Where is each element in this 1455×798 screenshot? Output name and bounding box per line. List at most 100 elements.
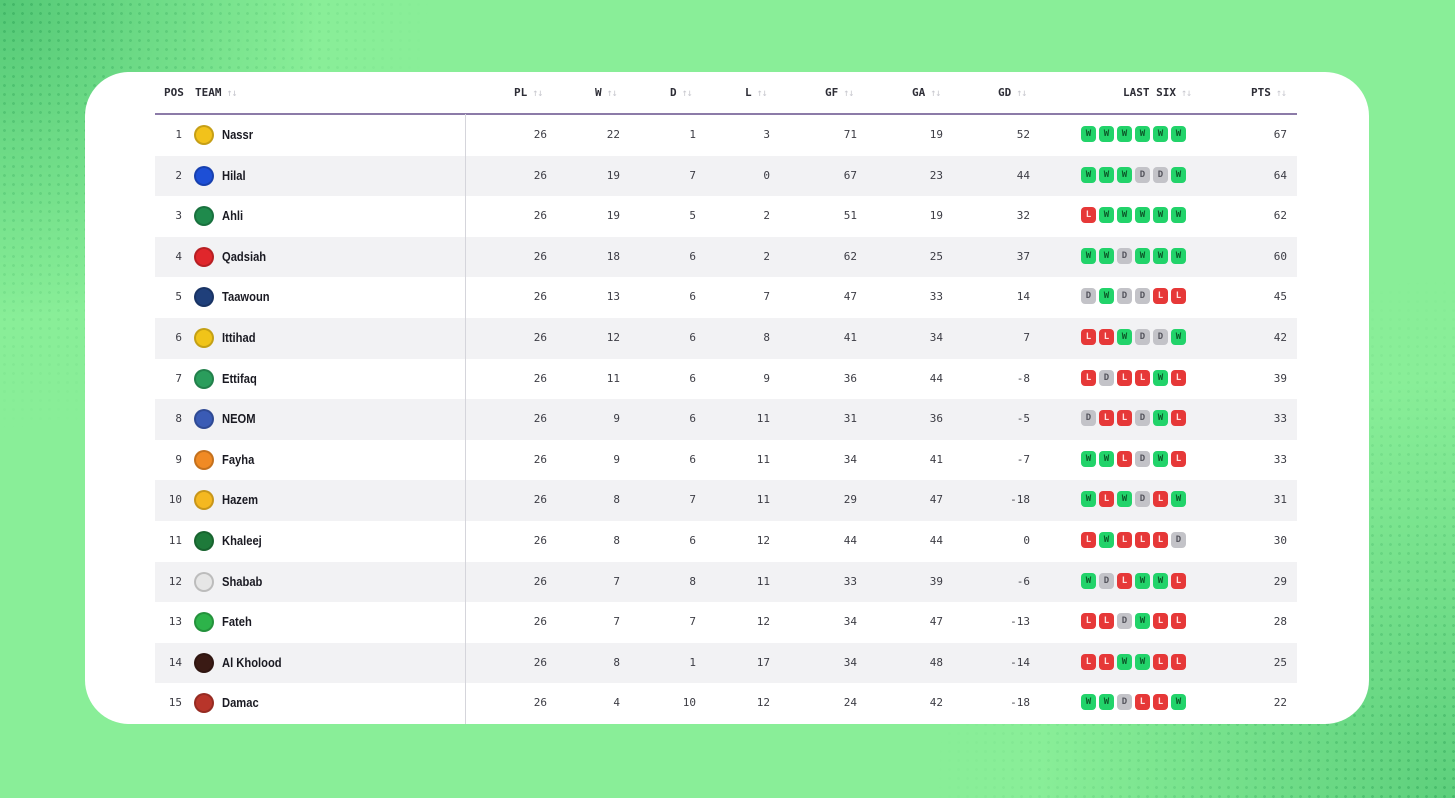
team-name[interactable]: Al Kholood (222, 654, 282, 670)
header-w[interactable]: W ↑↓ (595, 86, 618, 99)
table-row[interactable]: 12 Shabab 26 7 8 11 33 39 -6 29 W D L W W L (155, 561, 1297, 603)
cell-w: 18 (606, 249, 620, 263)
cell-gf: 31 (843, 412, 857, 426)
cell-d: 6 (689, 290, 696, 304)
table-row[interactable]: 11 Khaleej 26 8 6 12 44 44 0 30 L W L L L D (155, 521, 1297, 562)
cell-gd: -14 (1010, 655, 1030, 669)
team-name[interactable]: Khaleej (222, 532, 262, 548)
header-w-label: W (595, 86, 602, 99)
team-name[interactable]: Fateh (222, 614, 252, 630)
header-d[interactable]: D ↑↓ (670, 86, 693, 99)
table-row[interactable]: 5 Taawoun 26 13 6 7 47 33 14 45 D W D D L L (155, 277, 1297, 318)
cell-pts: 42 (1273, 330, 1287, 344)
header-pts[interactable]: PTS ↑↓ (1251, 86, 1287, 99)
result-badge: L (1099, 491, 1114, 508)
cell-pts: 67 (1273, 128, 1287, 141)
result-badge: L (1081, 613, 1096, 630)
table-header: POS TEAM ↑↓ PL ↑↓ W ↑↓ D ↑↓ L ↑↓ GF ↑↓ GA ↑↓ GD… (155, 72, 1297, 115)
row-position: 12 (168, 574, 182, 588)
cell-gf: 71 (843, 128, 857, 141)
cell-l: 0 (763, 168, 770, 182)
team-name[interactable]: Ittihad (222, 329, 256, 345)
result-badge: D (1099, 369, 1114, 386)
cell-ga: 47 (929, 493, 943, 507)
result-badge: W (1117, 207, 1132, 224)
team-name[interactable]: Taawoun (222, 289, 270, 305)
cell-gf: 29 (843, 493, 857, 507)
header-gf[interactable]: GF ↑↓ (825, 86, 854, 99)
team-name[interactable]: Hazem (222, 492, 259, 508)
result-badge: D (1135, 166, 1150, 183)
table-row[interactable]: 4 Qadsiah 26 18 6 2 62 25 37 60 W W D W W W (155, 236, 1297, 278)
result-badge: W (1135, 247, 1150, 264)
cell-gd: 32 (1016, 209, 1030, 223)
cell-l: 9 (763, 371, 770, 385)
team-name[interactable]: Ahli (222, 208, 244, 224)
header-gd[interactable]: GD ↑↓ (998, 86, 1027, 99)
table-row[interactable]: 10 Hazem 26 8 7 11 29 47 -18 31 W L W D L W (155, 480, 1297, 521)
team-name[interactable]: Fayha (222, 451, 255, 467)
team-name[interactable]: Hilal (222, 167, 246, 183)
result-badge: L (1171, 410, 1186, 427)
table-row[interactable]: 3 Ahli 26 19 5 2 51 19 32 62 L W W W W W (155, 196, 1297, 237)
result-badge: W (1099, 531, 1114, 548)
result-badge: L (1117, 369, 1132, 386)
table-row[interactable]: 13 Fateh 26 7 7 12 34 47 -13 28 L L D W L L (155, 602, 1297, 643)
cell-gf: 24 (843, 696, 857, 710)
table-row[interactable]: 1 Nassr 26 22 1 3 71 19 52 67 W W W W W W (155, 115, 1297, 156)
header-pl[interactable]: PL ↑↓ (514, 86, 543, 99)
result-badge: L (1153, 531, 1168, 548)
cell-pl: 26 (533, 168, 547, 182)
table-row[interactable]: 8 NEOM 26 9 6 11 31 36 -5 33 D L L D W L (155, 399, 1297, 440)
header-ga[interactable]: GA ↑↓ (912, 86, 941, 99)
row-position: 8 (175, 412, 182, 426)
team-name[interactable]: Nassr (222, 127, 254, 142)
header-l[interactable]: L ↑↓ (745, 86, 768, 99)
cell-w: 7 (613, 574, 620, 588)
cell-ga: 25 (929, 249, 943, 263)
result-badge: W (1153, 247, 1168, 264)
team-name[interactable]: Ettifaq (222, 370, 257, 386)
cell-pl: 26 (533, 249, 547, 263)
sort-icon: ↑↓ (843, 88, 854, 99)
table-row[interactable]: 15 Damac 26 4 10 12 24 42 -18 22 W W D L L W (155, 683, 1297, 724)
result-badge: L (1171, 572, 1186, 589)
cell-pl: 26 (533, 574, 547, 588)
table-row[interactable]: 14 Al Kholood 26 8 1 17 34 48 -14 25 L L W W L L (155, 642, 1297, 684)
table-row[interactable]: 2 Hilal 26 19 7 0 67 23 44 64 W W W D D W (155, 155, 1297, 197)
table-row[interactable]: 6 Ittihad 26 12 6 8 41 34 7 42 L L W D D W (155, 317, 1297, 359)
header-team-label: TEAM (195, 86, 222, 99)
result-badge: W (1099, 288, 1114, 305)
cell-gd: -7 (1016, 452, 1030, 466)
team-name[interactable]: Shabab (222, 573, 263, 589)
team-name[interactable]: NEOM (222, 411, 256, 427)
sort-icon: ↑↓ (1016, 88, 1027, 99)
result-badge: W (1099, 126, 1114, 142)
cell-pts: 25 (1273, 655, 1287, 669)
header-pos[interactable]: POS (164, 86, 184, 99)
team-name[interactable]: Qadsiah (222, 248, 267, 264)
header-team[interactable]: TEAM ↑↓ (195, 86, 238, 99)
team-name[interactable]: Damac (222, 695, 259, 711)
table-row[interactable]: 9 Fayha 26 9 6 11 34 41 -7 33 W W L D W L (155, 440, 1297, 481)
row-position: 13 (168, 615, 182, 629)
result-badge: W (1153, 572, 1168, 589)
table-row[interactable]: 7 Ettifaq 26 11 6 9 36 44 -8 39 L D L L W L (155, 359, 1297, 400)
result-badge: L (1171, 450, 1186, 467)
cell-ga: 48 (929, 655, 943, 669)
result-badge: L (1153, 288, 1168, 305)
header-pts-label: PTS (1251, 86, 1271, 99)
cell-pl: 26 (533, 412, 547, 426)
result-badge: W (1081, 450, 1096, 467)
header-last-six[interactable]: LAST SIX ↑↓ (1123, 86, 1192, 99)
result-badge: D (1081, 288, 1096, 305)
cell-l: 11 (756, 493, 770, 507)
cell-l: 7 (763, 290, 770, 304)
cell-w: 8 (613, 493, 620, 507)
sort-icon: ↑↓ (226, 88, 238, 99)
sort-icon: ↑↓ (756, 88, 768, 99)
result-badge: L (1171, 369, 1186, 386)
cell-w: 9 (613, 452, 620, 466)
cell-gd: 44 (1016, 168, 1030, 182)
result-badge: D (1117, 247, 1132, 264)
